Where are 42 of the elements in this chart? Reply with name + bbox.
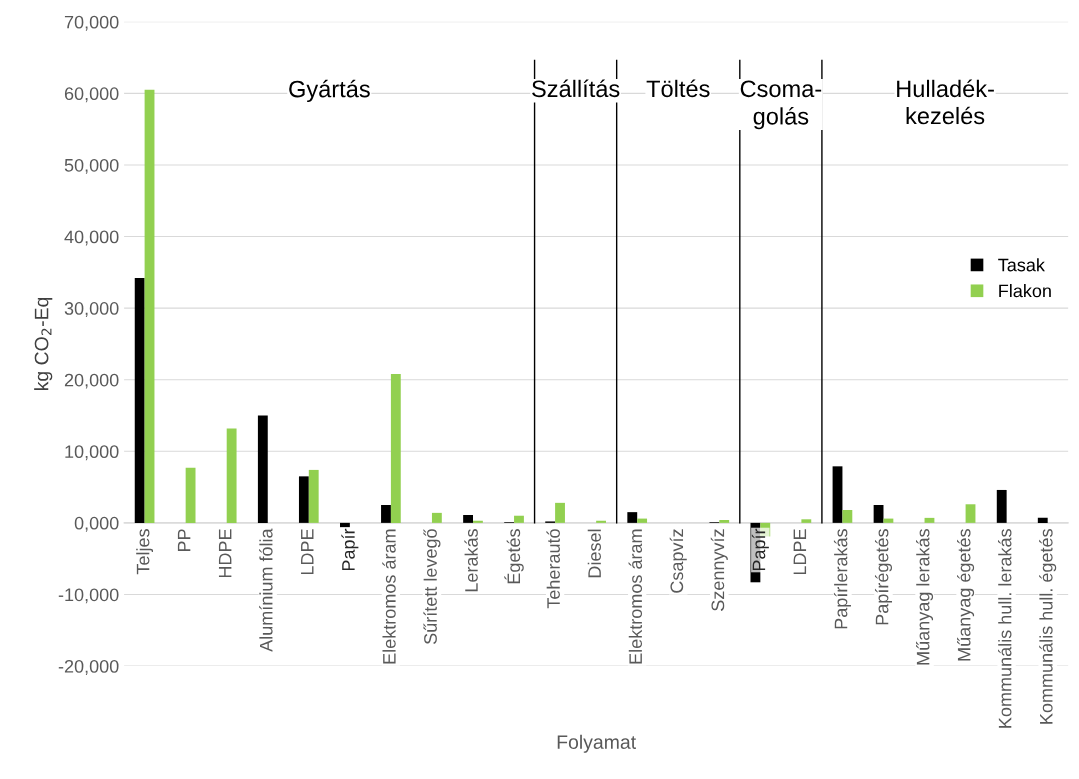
legend-label: Flakon <box>999 284 1051 298</box>
y-tick-label: 10,000 <box>65 445 119 461</box>
annotation: Töltés <box>646 79 710 98</box>
x-tick-label: Műanyag lerakás <box>916 529 934 665</box>
x-tick-label: PP <box>177 529 191 552</box>
x-tick-label: Égetés <box>504 529 524 584</box>
x-tick-label: Sűrített levegő <box>423 529 441 645</box>
x-tick-label: Papírégetés <box>874 529 893 625</box>
y-tick-label: 50,000 <box>64 158 119 174</box>
annotation: Szállítás <box>532 79 620 98</box>
legend-label: Tasak <box>998 258 1045 272</box>
y-tick-label: 0,000 <box>74 516 119 532</box>
annotation: Csoma- golás <box>740 80 822 130</box>
y-tick-label: 30,000 <box>64 302 119 317</box>
y-tick-label: -20,000 <box>58 659 119 675</box>
y-tick-label: 20,000 <box>64 373 119 389</box>
x-tick-label: Papírlerakás <box>833 529 851 629</box>
x-tick-label: Alumínium fólia <box>259 528 273 652</box>
y-tick-label: 40,000 <box>64 230 119 246</box>
x-tick-label: LDPE <box>793 529 807 575</box>
y-axis-title: kg CO$_{2}$-Eq <box>34 297 53 391</box>
x-tick-label: Kommunális hull. égetés <box>1039 529 1057 724</box>
x-tick-label: Csapvíz <box>669 529 687 593</box>
y-tick-label: 70,000 <box>64 15 119 31</box>
x-tick-label: Diesel <box>587 529 601 578</box>
x-tick-label: Lerakás <box>464 529 478 592</box>
annotation: Gyártás <box>289 79 370 103</box>
x-tick-label: HDPE <box>218 529 232 578</box>
x-axis-title: Folyamat <box>557 734 636 753</box>
x-tick-label: Teherautó <box>546 529 560 609</box>
x-tick-label: Elektromos áram <box>382 529 396 664</box>
annotation: Hulladék- kezelés <box>897 79 994 125</box>
y-tick-label: 60,000 <box>64 87 119 103</box>
x-tick-label: Teljes <box>136 529 154 575</box>
y-tick-label: -10,000 <box>58 588 119 604</box>
x-tick-label: Elektromos áram <box>628 529 643 664</box>
x-tick-label: LDPE <box>301 529 314 575</box>
x-tick-label: Műanyag égetés <box>957 529 975 661</box>
x-tick-label: Papír <box>751 528 769 571</box>
x-tick-label: Papír <box>341 528 359 571</box>
x-tick-label: Kommunális hull. lerakás <box>998 529 1012 728</box>
x-tick-label: Szennyvíz <box>710 529 728 611</box>
